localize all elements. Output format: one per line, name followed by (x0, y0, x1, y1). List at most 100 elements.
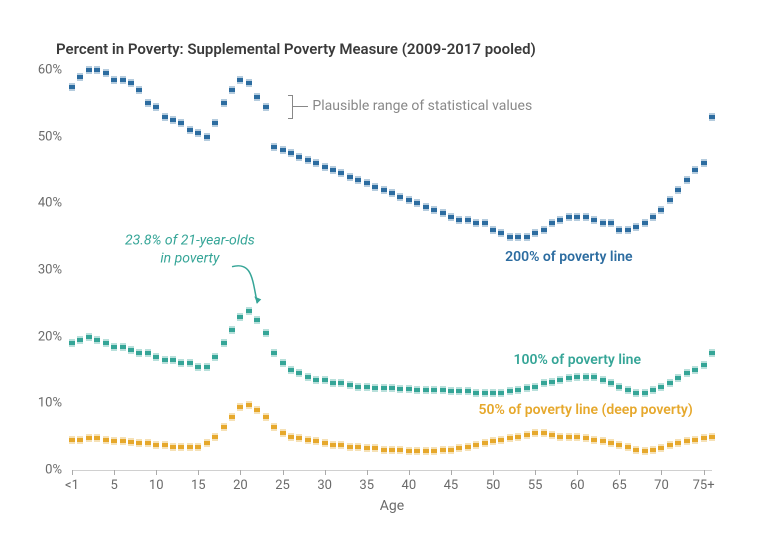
series-marker-mean (263, 105, 269, 109)
series-marker-mean (616, 443, 622, 447)
series-marker-mean (271, 425, 277, 429)
series-marker-mean (120, 345, 126, 349)
series-marker-mean (667, 198, 673, 202)
series-marker-mean (263, 415, 269, 419)
x-tick-label: 25 (275, 478, 290, 493)
series-marker-mean (372, 386, 378, 390)
series-marker-mean (675, 188, 681, 192)
series-marker-mean (212, 355, 218, 359)
series-marker-mean (355, 385, 361, 389)
series-marker-mean (389, 191, 395, 195)
y-tick-label: 0% (22, 463, 62, 478)
series-marker-mean (305, 438, 311, 442)
series-marker-mean (86, 68, 92, 72)
series-marker-mean (583, 375, 589, 379)
series-marker-mean (709, 351, 715, 355)
series-marker-mean (246, 403, 252, 407)
series-marker-mean (465, 389, 471, 393)
x-tick-mark (535, 470, 536, 475)
series-marker-mean (212, 435, 218, 439)
x-tick-label: 30 (317, 478, 332, 493)
series-marker-mean (322, 378, 328, 382)
x-tick-mark (240, 470, 241, 475)
series-marker-mean (524, 433, 530, 437)
series-marker-mean (77, 438, 83, 442)
x-tick-label: 10 (149, 478, 164, 493)
series-marker-mean (633, 391, 639, 395)
series-marker-mean (221, 341, 227, 345)
series-marker-mean (364, 385, 370, 389)
series-marker-mean (507, 235, 513, 239)
callout-line2: in poverty (160, 250, 219, 266)
series-marker-mean (254, 318, 260, 322)
series-marker-mean (650, 215, 656, 219)
series-marker-mean (692, 438, 698, 442)
series-marker-mean (625, 388, 631, 392)
series-marker-mean (111, 78, 117, 82)
series-marker-mean (431, 208, 437, 212)
series-marker-mean (296, 371, 302, 375)
x-tick-label: 60 (570, 478, 585, 493)
series-marker-mean (111, 345, 117, 349)
series-marker-mean (162, 358, 168, 362)
series-marker-mean (338, 443, 344, 447)
series-marker-mean (296, 155, 302, 159)
series-marker-mean (608, 441, 614, 445)
x-tick-label: 70 (654, 478, 669, 493)
series-marker-mean (280, 431, 286, 435)
x-tick-label: 50 (486, 478, 501, 493)
series-marker-mean (650, 388, 656, 392)
series-marker-mean (187, 445, 193, 449)
series-marker-mean (145, 351, 151, 355)
y-tick-label: 10% (22, 396, 62, 411)
series-marker-mean (650, 448, 656, 452)
series-marker-mean (473, 391, 479, 395)
series-marker-mean (532, 431, 538, 435)
series-marker-mean (684, 371, 690, 375)
series-marker-mean (103, 341, 109, 345)
series-marker-mean (709, 435, 715, 439)
series-marker-mean (195, 445, 201, 449)
series-marker-mean (591, 218, 597, 222)
series-marker-mean (111, 439, 117, 443)
series-marker-mean (498, 231, 504, 235)
series-marker-mean (187, 361, 193, 365)
series-marker-mean (153, 355, 159, 359)
x-tick-mark (577, 470, 578, 475)
series-marker-mean (414, 449, 420, 453)
series-marker-mean (490, 228, 496, 232)
series-marker-mean (128, 440, 134, 444)
series-marker-mean (566, 435, 572, 439)
series-marker-mean (229, 88, 235, 92)
series-marker-mean (162, 443, 168, 447)
series-marker-mean (423, 388, 429, 392)
x-tick-mark (409, 470, 410, 475)
series-marker-mean (204, 365, 210, 369)
series-marker-mean (507, 436, 513, 440)
series-marker-mean (347, 445, 353, 449)
series-marker-mean (170, 358, 176, 362)
series-marker-mean (212, 121, 218, 125)
x-tick-mark (325, 470, 326, 475)
series-marker-mean (490, 391, 496, 395)
series-marker-mean (372, 446, 378, 450)
series-marker-mean (178, 121, 184, 125)
series-marker-mean (178, 361, 184, 365)
series-marker-mean (86, 335, 92, 339)
series-label-pl100: 100% of poverty line (514, 352, 641, 368)
series-marker-mean (204, 441, 210, 445)
series-marker-mean (381, 386, 387, 390)
series-marker-mean (448, 448, 454, 452)
x-tick-label: 45 (444, 478, 459, 493)
x-axis-label: Age (380, 498, 404, 514)
series-marker-mean (675, 441, 681, 445)
series-marker-mean (465, 218, 471, 222)
series-marker-mean (684, 439, 690, 443)
series-marker-mean (397, 387, 403, 391)
x-tick-mark (451, 470, 452, 475)
x-tick-mark (156, 470, 157, 475)
series-marker-mean (313, 161, 319, 165)
series-marker-mean (490, 439, 496, 443)
series-marker-mean (600, 378, 606, 382)
series-marker-mean (246, 81, 252, 85)
